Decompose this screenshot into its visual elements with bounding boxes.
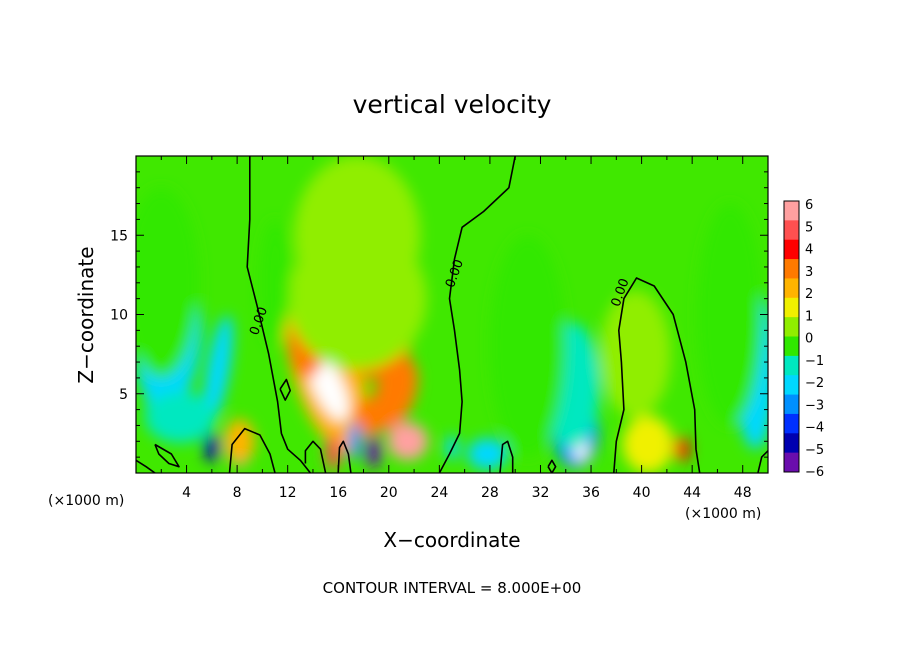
x-axis-label: X−coordinate <box>383 528 520 552</box>
zero-contour-8 <box>304 440 327 473</box>
zero-contour-0 <box>246 156 312 473</box>
x-axis-ticks: 4 8 12 16 20 24 28 32 36 40 44 48 <box>160 156 752 501</box>
velocity-cell-9 <box>294 156 421 315</box>
colorbar-labels: 6 5 4 3 2 1 0 −1 −2 −3 −4 −5 −6 <box>805 198 824 480</box>
x-tick-label-2: 12 <box>279 485 297 501</box>
colorbar-swatch-2 <box>784 239 799 260</box>
velocity-cell-31 <box>697 203 763 426</box>
velocity-cell-20 <box>144 392 216 443</box>
x-tick-label-5: 24 <box>430 485 448 501</box>
colorbar-label-0: 6 <box>805 198 813 213</box>
zero-contour-4 <box>154 443 180 468</box>
velocity-cell-14 <box>622 416 674 473</box>
colorbar-label-10: −4 <box>805 421 824 436</box>
velocity-cell-7 <box>354 398 385 437</box>
zero-contour-3 <box>136 459 156 473</box>
colorbar-label-1: 5 <box>805 220 813 235</box>
zero-contour-11 <box>757 450 768 473</box>
colorbar-swatch-5 <box>784 297 799 318</box>
velocity-cell-28 <box>467 438 508 470</box>
y-axis-label: Z−coordinate <box>74 246 98 383</box>
velocity-cell-27 <box>489 235 566 458</box>
contour-interval-note: CONTOUR INTERVAL = 8.000E+00 <box>323 579 582 597</box>
velocity-cell-11 <box>224 419 255 464</box>
zero-contour-6 <box>279 378 292 401</box>
y-tick-label-1: 10 <box>110 308 128 324</box>
colorbar-label-4: 2 <box>805 287 813 302</box>
colorbar-label-9: −3 <box>805 398 824 413</box>
velocity-cell-18 <box>203 315 233 425</box>
zero-contour-10 <box>547 459 557 473</box>
colorbar-swatch-10 <box>784 394 799 415</box>
velocity-cell-13 <box>674 436 690 462</box>
colorbar-swatch-11 <box>784 413 799 434</box>
colorbar-label-11: −5 <box>805 443 824 458</box>
x-tick-label-10: 44 <box>683 485 701 501</box>
colorbar-swatch-4 <box>784 278 799 299</box>
plot-area: 0.000.000.00 <box>136 156 768 473</box>
colorbar-label-12: −6 <box>805 465 824 480</box>
zero-contour-5 <box>228 427 276 473</box>
colorbar-label-5: 1 <box>805 309 813 324</box>
velocity-field <box>136 156 768 473</box>
x-tick-label-9: 40 <box>633 485 651 501</box>
zero-contours <box>136 156 768 473</box>
velocity-cell-32 <box>259 219 291 347</box>
x-tick-label-4: 20 <box>380 485 398 501</box>
colorbar-swatch-8 <box>784 355 799 376</box>
colorbar <box>783 200 800 473</box>
colorbar-swatch-6 <box>784 317 799 337</box>
colorbar-label-8: −2 <box>805 376 824 391</box>
x-tick-label-8: 36 <box>582 485 600 501</box>
colorbar-label-7: −1 <box>805 354 824 369</box>
velocity-cell-22 <box>366 436 382 469</box>
chart-title: vertical velocity <box>353 90 552 119</box>
x-unit-right: (×1000 m) <box>685 506 761 522</box>
colorbar-swatch-0 <box>784 201 799 221</box>
colorbar-frame <box>783 200 800 473</box>
colorbar-swatch-7 <box>784 336 799 357</box>
x-tick-label-6: 28 <box>481 485 499 501</box>
colorbar-label-3: 3 <box>805 265 813 280</box>
x-tick-label-11: 48 <box>734 485 752 501</box>
x-tick-label-1: 8 <box>233 485 242 501</box>
velocity-cell-23 <box>348 422 362 461</box>
colorbar-swatch-3 <box>784 259 799 279</box>
colorbar-label-2: 4 <box>805 243 813 258</box>
colorbar-swatch-1 <box>784 220 799 241</box>
y-tick-label-0: 5 <box>119 387 128 403</box>
zero-contour-7 <box>337 440 352 473</box>
x-tick-label-3: 16 <box>329 485 347 501</box>
x-tick-label-0: 4 <box>182 485 191 501</box>
colorbar-swatch-13 <box>784 452 799 473</box>
y-axis-ticks: 5 10 15 <box>110 171 768 458</box>
velocity-cell-15 <box>599 290 671 418</box>
x-tick-label-7: 32 <box>532 485 550 501</box>
velocity-cell-19 <box>204 433 220 462</box>
zero-contour-1 <box>438 156 516 473</box>
zero-contour-2 <box>613 277 701 473</box>
y-tick-label-2: 15 <box>110 228 128 244</box>
velocity-cell-12 <box>325 435 341 470</box>
colorbar-swatch-12 <box>784 433 799 454</box>
colorbar-label-6: 0 <box>805 332 813 347</box>
velocity-cell-21 <box>136 187 200 378</box>
colorbar-swatch-9 <box>784 375 799 396</box>
velocity-cell-6 <box>387 422 428 461</box>
x-unit-left: (×1000 m) <box>48 493 124 509</box>
zero-contour-9 <box>499 440 514 473</box>
